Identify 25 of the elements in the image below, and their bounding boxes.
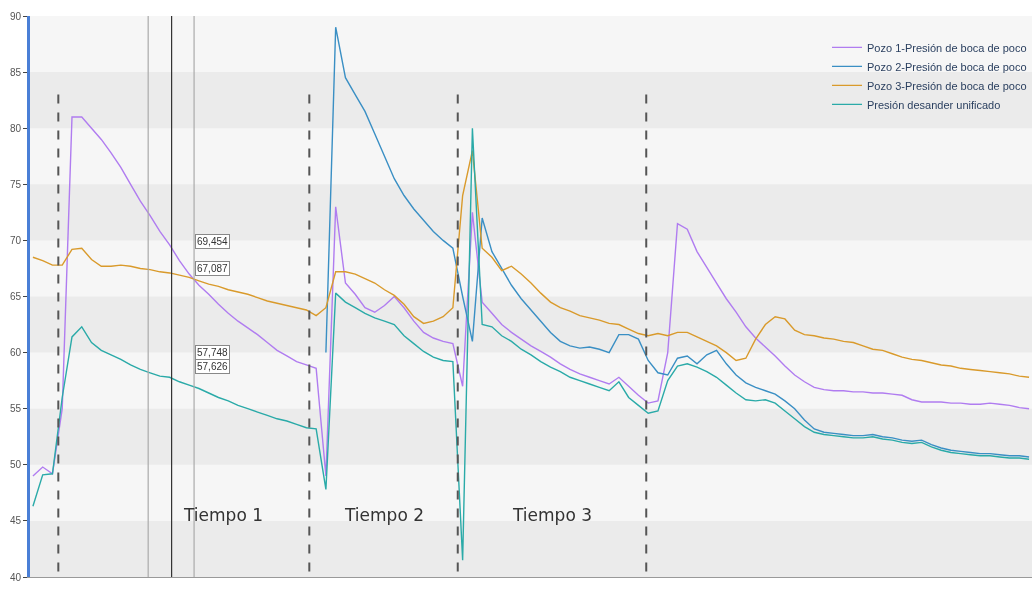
line-series <box>32 116 1030 477</box>
annotation: Tiempo 2 <box>344 505 425 525</box>
y-tick-label: 65 <box>9 291 22 302</box>
y-tick-label: 80 <box>9 122 22 134</box>
legend-label: Pozo 1-Presión de boca de poco <box>867 41 1027 54</box>
line-series <box>32 127 1030 561</box>
y-tick-label: 70 <box>9 234 22 246</box>
y-tick-label: 85 <box>9 66 22 78</box>
y-tick-label: 50 <box>9 459 22 471</box>
y-tick-label: 45 <box>9 515 22 527</box>
legend-label: Pozo 3-Presión de boca de poco <box>867 79 1027 92</box>
annotation: 67,087 <box>197 263 229 274</box>
annotation: 69,454 <box>197 236 229 247</box>
y-tick-label: 90 <box>9 10 22 22</box>
annotation: Tiempo 1 <box>183 505 264 525</box>
legend-label: Presión desander unificado <box>867 98 1001 111</box>
y-tick-label: 60 <box>9 347 22 359</box>
annotation: 57,626 <box>197 361 229 372</box>
y-tick-label: 55 <box>9 403 22 415</box>
y-tick-label: 75 <box>9 178 22 190</box>
line-series <box>325 26 1030 458</box>
annotation: 57,748 <box>197 347 229 358</box>
annotation: Tiempo 3 <box>512 505 593 525</box>
legend-label: Pozo 2-Presión de boca de poco <box>867 60 1027 73</box>
y-tick-label: 40 <box>9 571 22 583</box>
